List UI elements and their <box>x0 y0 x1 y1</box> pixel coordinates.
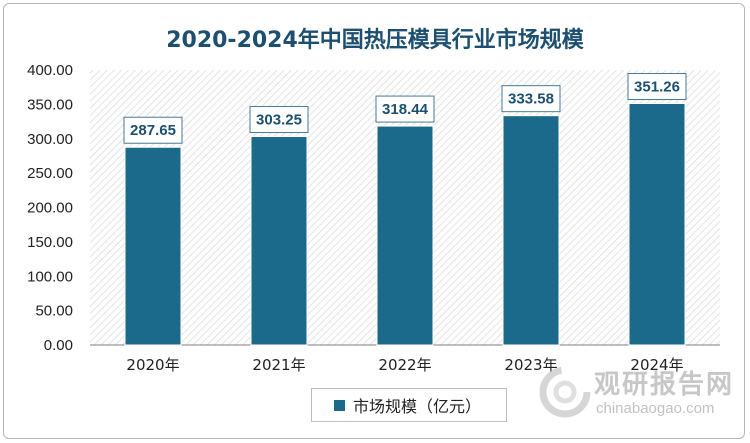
y-tick-label: 350.00 <box>27 96 73 113</box>
data-label-box <box>123 116 183 144</box>
watermark: 观研报告网 chinabaogao.com <box>538 360 738 430</box>
y-tick-label: 250.00 <box>27 165 73 182</box>
y-tick-label: 150.00 <box>27 234 73 251</box>
y-tick-label: 50.00 <box>35 303 73 320</box>
x-tick-label: 2021年 <box>252 356 305 374</box>
data-label: 351.26 <box>634 79 680 96</box>
data-label: 318.44 <box>382 101 429 118</box>
bar <box>376 125 434 346</box>
chart-title: 2020-2024年中国热压模具行业市场规模 <box>166 28 584 53</box>
data-label-box <box>627 73 687 101</box>
x-tick-label: 2020年 <box>126 356 179 374</box>
watermark-logo-icon <box>539 366 591 418</box>
y-tick-label: 0.00 <box>44 337 73 354</box>
y-tick-label: 300.00 <box>27 131 73 148</box>
y-tick-label: 400.00 <box>27 62 73 79</box>
y-tick-label: 200.00 <box>27 200 73 217</box>
bar-series: 287.65 303.25 318.44 333.58 351.26 <box>123 73 687 346</box>
x-tick-label: 2022年 <box>378 356 431 374</box>
legend-label: 市场规模（亿元） <box>353 397 482 416</box>
bar <box>628 103 686 346</box>
legend-swatch <box>334 399 345 411</box>
x-axis: 2020年 2021年 2022年 2023年 2024年 <box>126 356 683 374</box>
watermark-cn: 观研报告网 <box>594 370 735 400</box>
data-label: 333.58 <box>508 91 554 108</box>
y-axis: 0.00 50.00 100.00 150.00 200.00 250.00 300.00 3… <box>27 62 73 354</box>
watermark-en: chinabaogao.com <box>596 400 715 417</box>
data-label: 303.25 <box>256 112 302 129</box>
data-label-box <box>375 95 435 123</box>
data-label-box <box>249 106 309 134</box>
y-tick-label: 100.00 <box>27 268 73 285</box>
x-tick-label: 2024年 <box>630 356 683 374</box>
data-label: 287.65 <box>130 122 176 139</box>
bar <box>124 146 182 346</box>
legend: 市场规模（亿元） <box>311 388 507 422</box>
data-label-box <box>501 85 561 113</box>
x-tick-label: 2023年 <box>504 356 557 374</box>
bar <box>502 115 560 346</box>
bar <box>250 136 308 346</box>
